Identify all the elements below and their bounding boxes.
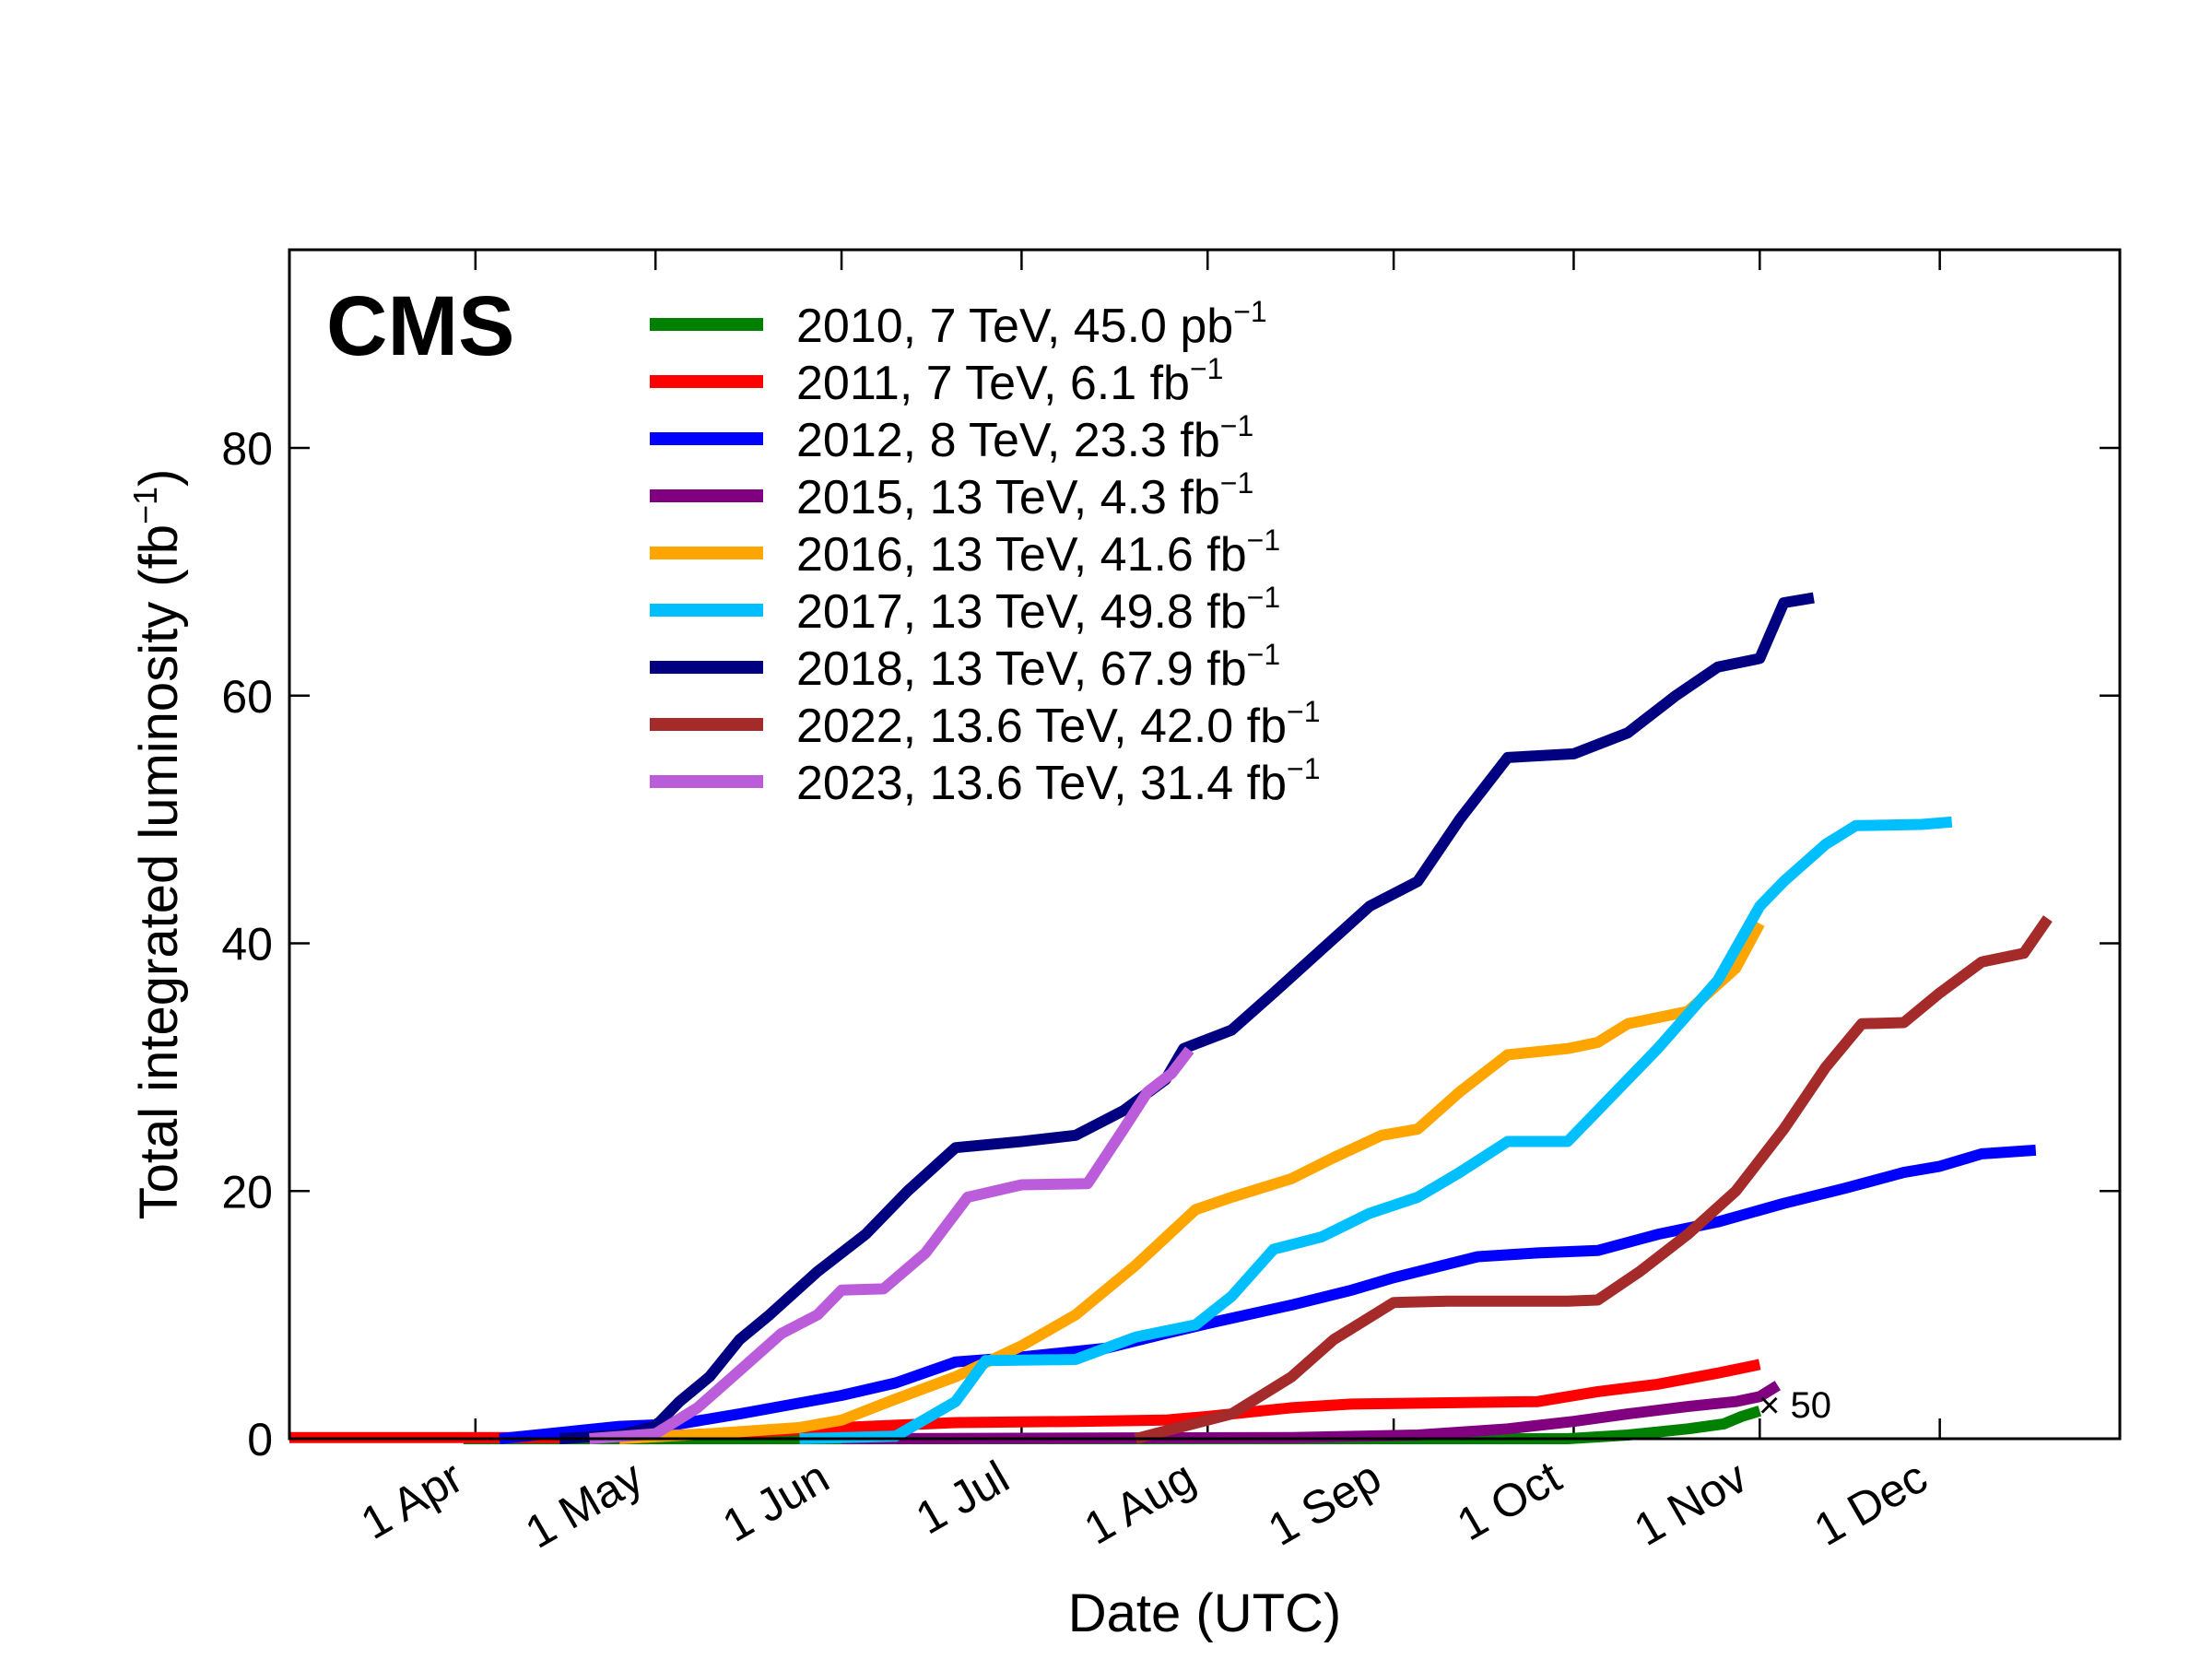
- legend-entry-2011: 2011, 7 TeV, 6.1 fb−1: [796, 352, 1223, 410]
- x-tick-label: 1 Jun: [714, 1451, 838, 1552]
- series-line-2022: [1134, 915, 2053, 1444]
- y-axis-label-close: ): [129, 469, 189, 487]
- legend-label: 2023, 13.6 TeV, 31.4 fb: [796, 757, 1287, 810]
- x-tick-label: 1 Dec: [1806, 1451, 1936, 1556]
- legend-label-sup: −1: [1247, 581, 1280, 614]
- legend-label: 2012, 8 TeV, 23.3 fb: [796, 414, 1220, 467]
- legend-entry-2015: 2015, 13 TeV, 4.3 fb−1: [796, 466, 1253, 524]
- x-tick-label: 1 Nov: [1626, 1451, 1756, 1556]
- series-line-2012: [499, 1144, 2037, 1444]
- legend-entry-2023: 2023, 13.6 TeV, 31.4 fb−1: [796, 752, 1321, 810]
- x-tick-label: 1 May: [517, 1451, 652, 1559]
- legend-label-sup: −1: [1287, 695, 1320, 728]
- series-line-2017: [799, 816, 1953, 1444]
- series-line-2016: [618, 921, 1765, 1444]
- cms-badge: CMS: [326, 279, 514, 373]
- y-tick-label-40: 40: [221, 919, 273, 971]
- legend-entry-2012: 2012, 8 TeV, 23.3 fb−1: [796, 409, 1253, 467]
- y-tick-label-0: 0: [247, 1414, 273, 1465]
- x-tick-label: 1 Oct: [1448, 1451, 1570, 1550]
- legend-entry-2017: 2017, 13 TeV, 49.8 fb−1: [796, 581, 1280, 639]
- y-tick-label-20: 20: [221, 1166, 273, 1218]
- legend-label-sup: −1: [1220, 466, 1253, 500]
- y-tick-label-60: 60: [221, 671, 273, 723]
- legend-label: 2015, 13 TeV, 4.3 fb: [796, 471, 1220, 524]
- legend-label-sup: −1: [1233, 295, 1266, 328]
- legend-entry-2016: 2016, 13 TeV, 41.6 fb−1: [796, 524, 1280, 582]
- plot-frame: [288, 248, 2122, 1441]
- series-line-2023: [589, 1046, 1194, 1444]
- legend-label: 2022, 13.6 TeV, 42.0 fb: [796, 700, 1287, 753]
- legend-label: 2018, 13 TeV, 67.9 fb: [796, 642, 1247, 696]
- legend-label-sup: −1: [1190, 352, 1223, 385]
- y-tick-label-80: 80: [221, 423, 273, 475]
- scale-annotation: × 50: [1759, 1385, 1831, 1426]
- legend-label: 2016, 13 TeV, 41.6 fb: [796, 528, 1247, 582]
- legend-label: 2017, 13 TeV, 49.8 fb: [796, 585, 1247, 639]
- y-axis-label-text: Total integrated luminosity (fb: [129, 524, 189, 1219]
- y-axis-label-sup: −1: [126, 487, 164, 524]
- series-line-2015: [841, 1381, 1781, 1444]
- y-axis-label: Total integrated luminosity (fb−1): [126, 469, 189, 1220]
- legend-label-sup: −1: [1287, 752, 1320, 785]
- x-axis-label: Date (UTC): [1068, 1583, 1341, 1643]
- legend-label: 2010, 7 TeV, 45.0 pb: [796, 300, 1233, 353]
- x-tick-label: 1 Apr: [352, 1451, 471, 1549]
- x-tick-label: 1 Jul: [907, 1451, 1017, 1544]
- legend-entry-2018: 2018, 13 TeV, 67.9 fb−1: [796, 638, 1280, 696]
- legend-label-sup: −1: [1220, 409, 1253, 442]
- x-tick-label: 1 Aug: [1076, 1451, 1204, 1554]
- x-tick-label: 1 Sep: [1259, 1451, 1389, 1556]
- legend-label-sup: −1: [1247, 638, 1280, 671]
- legend-label: 2011, 7 TeV, 6.1 fb: [796, 357, 1190, 410]
- legend-entry-2010: 2010, 7 TeV, 45.0 pb−1: [796, 295, 1267, 353]
- legend-entry-2022: 2022, 13.6 TeV, 42.0 fb−1: [796, 695, 1321, 753]
- legend-label-sup: −1: [1247, 524, 1280, 557]
